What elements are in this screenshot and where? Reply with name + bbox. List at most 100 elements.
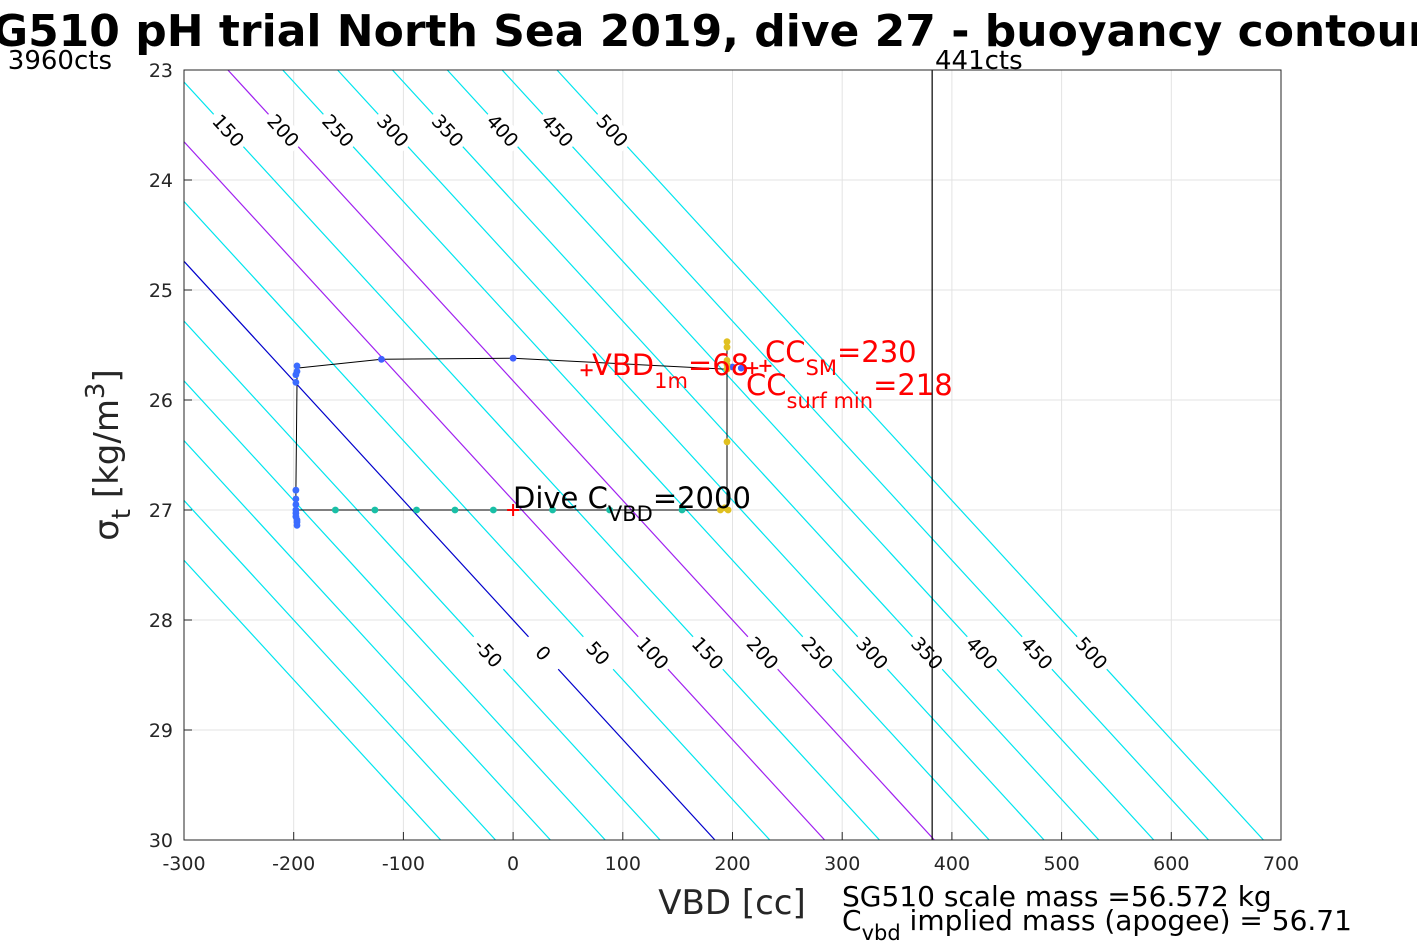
data-point — [489, 506, 497, 514]
contour-line — [227, 70, 935, 840]
y-tick-label: 23 — [149, 60, 173, 82]
contour-label-bg — [260, 106, 307, 155]
x-tick-label: 600 — [1153, 853, 1189, 875]
data-point — [723, 357, 731, 364]
y-tick-label: 27 — [149, 500, 173, 522]
x-axis-label: VBD [cc] — [658, 883, 806, 923]
data-point — [723, 338, 731, 346]
contour-label-bg — [630, 629, 677, 677]
contour-line — [184, 379, 606, 840]
contour-label-bg — [904, 629, 951, 677]
annotation-dive-cvbd-suffix: =2000 — [653, 481, 751, 515]
data-point — [292, 501, 300, 508]
axis-ticks: -300 -200 -100 0 100 200 300 400 500 600 700 23 24 25… — [149, 60, 1299, 875]
contour-line — [337, 70, 1045, 840]
contour-label-bg — [739, 629, 786, 677]
annotation-vbd-1m-suffix: =68 — [688, 348, 749, 382]
data-point — [451, 506, 459, 514]
y-tick-label: 30 — [149, 830, 173, 852]
data-point — [724, 506, 732, 514]
annotation-cc-surf-min-prefix: CC — [746, 368, 787, 402]
y-tick-label: 28 — [149, 610, 173, 632]
y-tick-label: 25 — [149, 280, 173, 302]
data-point — [293, 522, 301, 529]
marker-plus — [759, 359, 772, 372]
data-point — [606, 506, 614, 514]
data-point — [378, 355, 385, 363]
annotation-vbd-1m-prefix: VBD — [592, 348, 654, 382]
annotation-dive-cvbd-prefix: Dive C — [513, 481, 608, 515]
contour-label-bg — [479, 106, 526, 155]
y-tick-label: 29 — [149, 720, 173, 742]
marker-plus — [746, 362, 759, 375]
key-markers — [507, 359, 772, 516]
contour-line — [184, 499, 496, 840]
contour-line — [184, 200, 771, 840]
annotation-cc-surf-min-suffix: =218 — [873, 368, 953, 402]
contour-label-bg — [959, 629, 1006, 677]
annotation-cc-sm-sub: SM — [806, 356, 837, 380]
data-point — [371, 506, 379, 514]
data-point — [549, 506, 556, 514]
data-point — [678, 506, 686, 514]
contour-label-bg — [465, 629, 512, 677]
contour-label-bg — [794, 629, 841, 677]
data-point — [293, 362, 301, 370]
contour-label-bg — [315, 106, 362, 155]
data-points — [292, 338, 745, 529]
annotation-dive-cvbd-sub: VBD — [608, 502, 653, 526]
annotation-vbd-1m-sub: 1m — [654, 369, 688, 393]
contour-lines — [184, 70, 1264, 840]
marker-plus — [580, 364, 593, 377]
annotation-dive-cvbd: Dive CVBD=2000 — [513, 481, 751, 526]
x-tick-label: 400 — [934, 853, 970, 875]
x-tick-label: -200 — [272, 853, 315, 875]
contour-label-bg — [1068, 629, 1115, 677]
data-point — [737, 364, 745, 372]
contour-label-bg — [424, 106, 471, 155]
footer-cvbd-implied-mass: Cvbd implied mass (apogee) = 56.71 — [842, 904, 1352, 945]
contour-line — [184, 260, 716, 840]
x-tick-label: 200 — [714, 853, 750, 875]
contour-line — [184, 320, 661, 840]
contour-line — [282, 70, 990, 840]
data-point — [292, 371, 300, 379]
contour-label-bg — [1014, 629, 1061, 677]
x-tick-label: 100 — [605, 853, 641, 875]
data-point — [292, 486, 300, 494]
x-tick-label: -300 — [162, 853, 205, 875]
annotation-cc-surf-min: CCsurf min=218 — [746, 368, 953, 413]
x-tick-label: -100 — [382, 853, 425, 875]
annotation-vbd-1m: VBD1m=68 — [592, 348, 749, 393]
y-axis-label-close: ] — [87, 369, 127, 382]
contour-line — [556, 70, 1264, 840]
annotation-cc-sm-suffix: =230 — [837, 335, 917, 369]
data-point — [413, 506, 420, 514]
data-point — [729, 363, 736, 371]
y-axis-label-main: σ — [87, 519, 127, 541]
contour-label-bg — [534, 106, 581, 155]
y-axis-label-unit: [kg/m — [87, 399, 127, 509]
footer-cvbd-sub: vbd — [862, 921, 901, 945]
data-point — [292, 495, 300, 503]
footer-cvbd-main: C — [842, 904, 862, 937]
contour-line — [391, 70, 1100, 840]
data-point — [509, 354, 517, 362]
y-tick-label: 26 — [149, 390, 173, 412]
data-point — [723, 438, 731, 446]
contour-line — [184, 559, 442, 840]
x-tick-label: 500 — [1043, 853, 1079, 875]
contour-label-bg — [575, 629, 622, 677]
data-point — [292, 379, 300, 386]
contour-label-bg — [849, 629, 896, 677]
contour-label-bg — [684, 629, 731, 677]
annotation-cc-sm: CCSM=230 — [765, 335, 917, 380]
counts-label-right: 441cts — [935, 46, 1023, 76]
data-point — [331, 506, 339, 514]
footer-scale-mass: SG510 scale mass =56.572 kg — [842, 880, 1272, 913]
contour-line — [446, 70, 1155, 840]
chart-title: SG510 pH trial North Sea 2019, dive 27 -… — [0, 6, 1417, 57]
contour-label-bg — [589, 106, 636, 155]
contour-line — [501, 70, 1210, 840]
